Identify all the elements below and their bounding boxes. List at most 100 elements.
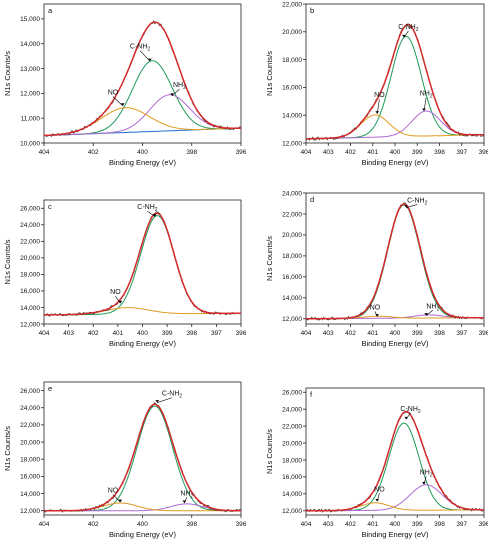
x-tick-label: 403 — [63, 330, 74, 337]
y-tick-label: 20,000 — [282, 232, 302, 239]
x-tick-label: 400 — [137, 521, 148, 528]
peak-label: NH2 — [420, 469, 433, 478]
x-tick-label: 401 — [367, 521, 378, 528]
fit-envelope — [306, 203, 484, 320]
peak-label: NH2 — [420, 91, 433, 100]
y-tick-label: 18,000 — [20, 272, 40, 279]
measured-curve — [305, 23, 485, 141]
y-tick-label: 16,000 — [282, 474, 302, 481]
x-axis-title: Binding Energy (eV) — [361, 339, 429, 348]
y-tick-label: 16,000 — [20, 288, 40, 295]
y-axis-title: N1s Counts/s — [3, 239, 12, 284]
panel-e: 404 402 400 398 396 12,000 14,000 16,000 18,000 2… — [3, 381, 247, 539]
x-axis-title: Binding Energy (eV) — [361, 530, 429, 539]
peak-arrowhead — [121, 103, 125, 106]
peak-label: NH2 — [173, 82, 186, 91]
x-tick-label: 399 — [412, 521, 423, 528]
x-tick-label: 403 — [323, 149, 334, 156]
peak-arrowhead — [404, 205, 408, 208]
plot-frame — [43, 199, 242, 325]
y-tick-label: 14,000 — [282, 113, 302, 120]
y-tick-label: 16,000 — [282, 274, 302, 281]
y-tick-label: 18,000 — [20, 457, 40, 464]
y-tick-label: 22,000 — [20, 422, 40, 429]
y-tick-label: 22,000 — [20, 239, 40, 246]
peak-arrow — [406, 204, 418, 208]
x-tick-label: 404 — [39, 521, 50, 528]
x-tick-label: 396 — [479, 521, 488, 528]
x-tick-label: 402 — [88, 149, 99, 156]
peak-c-nh2 — [306, 422, 484, 512]
y-tick-label: 22,000 — [282, 211, 302, 218]
x-tick-label: 397 — [211, 330, 222, 337]
peak-label: NO — [370, 304, 381, 311]
x-tick-label: 400 — [137, 149, 148, 156]
x-axis-title: Binding Energy (eV) — [109, 339, 177, 348]
panel-f: 404 403 402 401 400 399 398 397 396 12,000 14,000 1… — [265, 387, 488, 539]
fit-envelope — [306, 410, 484, 512]
x-tick-label: 396 — [479, 330, 488, 337]
y-axis-title: N1s Counts/s — [265, 236, 274, 281]
x-tick-label: 404 — [39, 330, 50, 337]
y-axis-title: N1s Counts/s — [265, 429, 274, 474]
peak-arrowhead — [404, 416, 408, 420]
x-tick-label: 397 — [456, 149, 467, 156]
x-tick-label: 400 — [137, 330, 148, 337]
panel-a: 404 402 400 398 396 10,000 11,000 12,000 13,000 1… — [3, 3, 247, 167]
peak-arrowhead — [182, 500, 187, 503]
y-tick-label: 24,000 — [282, 406, 302, 413]
y-tick-label: 22,000 — [282, 1, 302, 8]
peak-arrowhead — [375, 498, 379, 502]
y-tick-label: 22,000 — [282, 423, 302, 430]
x-tick-label: 401 — [367, 330, 378, 337]
x-tick-label: 399 — [162, 330, 173, 337]
y-tick-label: 18,000 — [282, 57, 302, 64]
x-tick-label: 400 — [390, 330, 401, 337]
y-tick-label: 24,000 — [282, 190, 302, 197]
y-tick-label: 12,000 — [282, 140, 302, 147]
fit-envelope — [306, 23, 484, 140]
x-tick-label: 398 — [186, 330, 197, 337]
y-tick-label: 20,000 — [282, 440, 302, 447]
peak-arrowhead — [153, 214, 157, 217]
y-axis-title: N1s Counts/s — [3, 426, 12, 471]
x-tick-label: 404 — [39, 149, 50, 156]
peak-c-nh2 — [44, 215, 241, 316]
x-tick-label: 399 — [412, 330, 423, 337]
measured-curve — [43, 402, 242, 513]
y-tick-label: 26,000 — [282, 390, 302, 397]
peak-label: C-NH2 — [162, 391, 183, 400]
panel-letter: f — [310, 390, 313, 399]
plot-frame — [305, 3, 485, 144]
y-tick-label: 20,000 — [20, 439, 40, 446]
y-tick-label: 13,000 — [20, 66, 40, 73]
y-tick-label: 18,000 — [282, 253, 302, 260]
peak-arrowhead — [155, 400, 160, 403]
peak-arrow — [112, 96, 124, 106]
y-tick-label: 14,000 — [20, 305, 40, 312]
y-axis-title: N1s Counts/s — [3, 51, 12, 96]
y-tick-label: 26,000 — [20, 206, 40, 213]
y-tick-label: 12,000 — [20, 508, 40, 515]
peak-c-nh2 — [44, 405, 241, 512]
x-tick-label: 404 — [301, 149, 312, 156]
peak-label: C-NH2 — [407, 197, 428, 206]
x-tick-label: 401 — [112, 330, 123, 337]
y-axis-title: N1s Counts/s — [265, 51, 274, 96]
y-tick-label: 10,000 — [20, 140, 40, 147]
y-tick-label: 24,000 — [20, 222, 40, 229]
y-tick-label: 16,000 — [282, 85, 302, 92]
y-tick-label: 20,000 — [20, 255, 40, 262]
x-tick-label: 400 — [390, 521, 401, 528]
peak-arrowhead — [375, 111, 379, 114]
plot-frame — [43, 3, 242, 144]
peak-nh2 — [43, 94, 241, 137]
fit-envelope — [44, 212, 241, 316]
x-tick-label: 398 — [434, 149, 445, 156]
x-tick-label: 397 — [456, 330, 467, 337]
peak-label: C-NH2 — [137, 204, 158, 213]
x-tick-label: 402 — [345, 330, 356, 337]
peak-label: NO — [374, 486, 385, 493]
plot-frame — [305, 387, 485, 516]
